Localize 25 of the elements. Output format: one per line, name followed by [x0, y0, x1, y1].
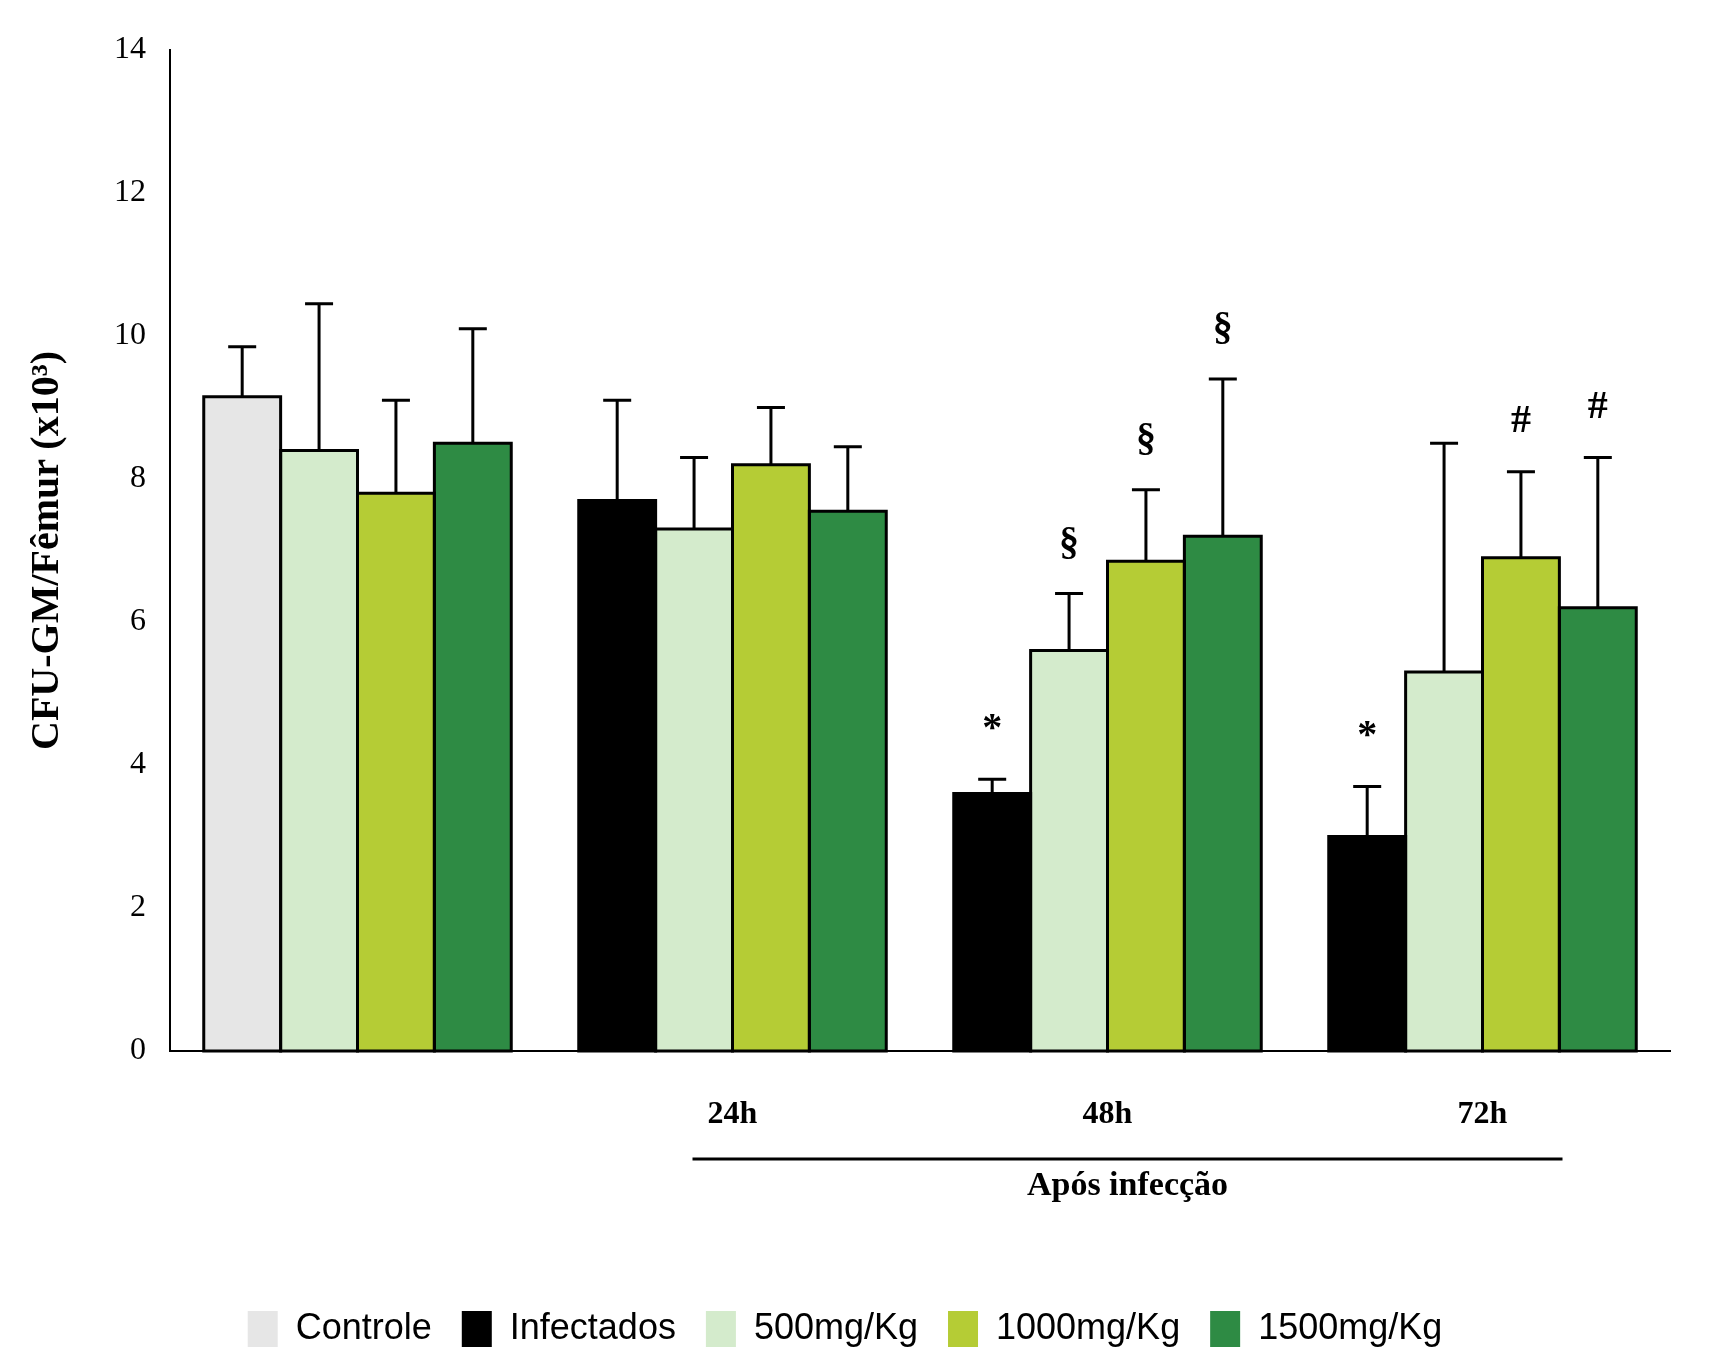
y-tick-label: 10 — [114, 315, 146, 352]
legend-label: Infectados — [509, 1305, 676, 1347]
y-tick-label: 2 — [130, 887, 146, 924]
y-tick-label: 8 — [130, 458, 146, 495]
x-axis-title: Após infecção — [1026, 1164, 1229, 1202]
annotation: * — [982, 703, 1003, 749]
annotation: # — [1510, 396, 1531, 442]
y-tick-label: 12 — [114, 172, 146, 209]
x-tick-label: 72h — [1457, 1094, 1508, 1131]
x-tick-label: 24h — [707, 1094, 758, 1131]
annotation: * — [1357, 710, 1378, 756]
legend-label: 1500mg/Kg — [1258, 1305, 1443, 1347]
y-tick-label: 6 — [130, 601, 146, 638]
annotation: § — [1212, 303, 1233, 349]
annotation: § — [1135, 414, 1156, 460]
legend-label: Controle — [295, 1305, 432, 1347]
y-tick-label: 14 — [114, 29, 146, 66]
y-axis-title: CFU-GM/Fêmur (x10³) — [22, 351, 68, 750]
annotation: # — [1587, 381, 1608, 427]
y-tick-label: 4 — [130, 744, 146, 781]
x-tick-label: 48h — [1082, 1094, 1133, 1131]
annotation: § — [1059, 517, 1080, 563]
legend-label: 500mg/Kg — [753, 1305, 919, 1347]
y-tick-label: 0 — [130, 1030, 146, 1067]
legend-label: 1000mg/Kg — [996, 1305, 1181, 1347]
